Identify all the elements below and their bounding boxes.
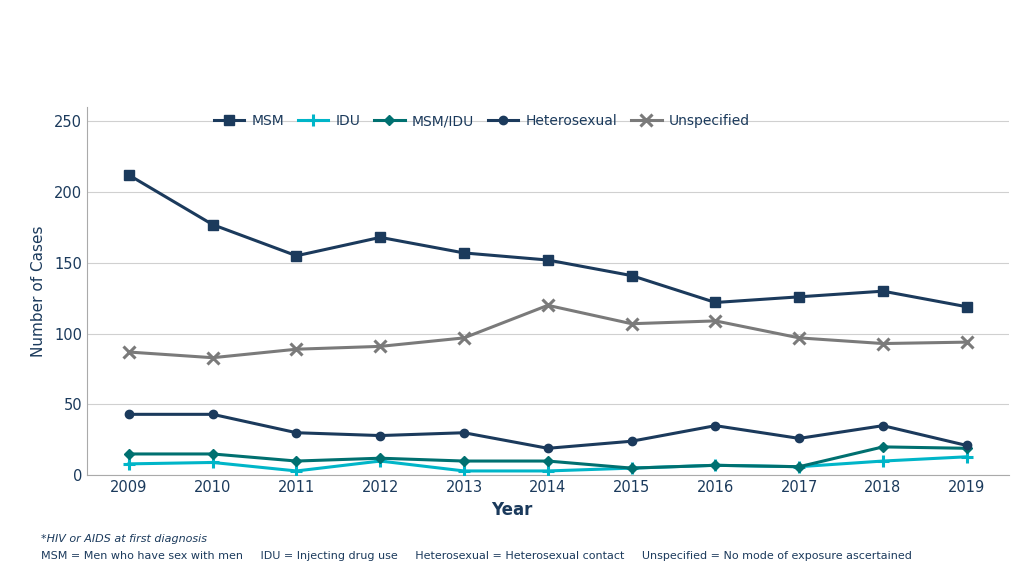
MSM/IDU (458, 457, 470, 464)
MSM/IDU (793, 463, 805, 470)
MSM (123, 172, 135, 179)
MSM (961, 304, 973, 310)
Heterosexual (793, 435, 805, 442)
Text: *HIV or AIDS at first diagnosis: *HIV or AIDS at first diagnosis (41, 533, 207, 544)
IDU (542, 468, 554, 475)
IDU (626, 465, 638, 472)
Heterosexual (542, 445, 554, 452)
MSM (291, 252, 303, 259)
Unspecified (123, 348, 135, 355)
Heterosexual (877, 422, 889, 429)
MSM/IDU (291, 457, 303, 464)
MSM/IDU (542, 457, 554, 464)
MSM (374, 234, 386, 241)
Heterosexual (291, 429, 303, 436)
Heterosexual (123, 411, 135, 418)
IDU (710, 462, 722, 469)
IDU (374, 457, 386, 464)
MSM/IDU (123, 450, 135, 457)
IDU (123, 460, 135, 467)
MSM/IDU (374, 455, 386, 462)
MSM (710, 299, 722, 306)
MSM/IDU (207, 450, 219, 457)
Line: Unspecified: Unspecified (123, 299, 973, 364)
IDU (207, 459, 219, 466)
Line: MSM: MSM (124, 170, 972, 312)
MSM/IDU (710, 462, 722, 469)
MSM/IDU (961, 445, 973, 452)
Line: MSM/IDU: MSM/IDU (126, 444, 970, 472)
IDU (793, 463, 805, 470)
Line: Heterosexual: Heterosexual (125, 410, 971, 453)
Unspecified (458, 335, 470, 342)
Heterosexual (374, 432, 386, 439)
Heterosexual (458, 429, 470, 436)
Unspecified (542, 302, 554, 309)
Text: MSM = Men who have sex with men     IDU = Injecting drug use     Heterosexual = : MSM = Men who have sex with men IDU = In… (41, 551, 911, 561)
IDU (877, 457, 889, 464)
Text: Year: Year (492, 501, 532, 519)
IDU (291, 468, 303, 475)
MSM (793, 293, 805, 300)
Heterosexual (961, 442, 973, 449)
MSM/IDU (626, 465, 638, 472)
Unspecified (961, 339, 973, 346)
Heterosexual (207, 411, 219, 418)
MSM (542, 256, 554, 263)
Heterosexual (626, 438, 638, 445)
Unspecified (793, 335, 805, 342)
Heterosexual (710, 422, 722, 429)
Text: HIV Diagnoses* by Mode of Exposure and Year, 2009 - 2019: HIV Diagnoses* by Mode of Exposure and Y… (76, 32, 948, 59)
MSM/IDU (877, 444, 889, 450)
Unspecified (374, 343, 386, 350)
Unspecified (626, 320, 638, 327)
MSM (877, 287, 889, 294)
IDU (458, 468, 470, 475)
MSM (207, 221, 219, 228)
Line: IDU: IDU (123, 450, 973, 477)
Unspecified (207, 354, 219, 361)
Unspecified (291, 346, 303, 353)
MSM (458, 249, 470, 256)
Unspecified (710, 317, 722, 324)
IDU (961, 453, 973, 460)
Unspecified (877, 340, 889, 347)
Y-axis label: Number of Cases: Number of Cases (31, 225, 46, 357)
MSM (626, 272, 638, 279)
Legend: MSM, IDU, MSM/IDU, Heterosexual, Unspecified: MSM, IDU, MSM/IDU, Heterosexual, Unspeci… (214, 114, 750, 128)
